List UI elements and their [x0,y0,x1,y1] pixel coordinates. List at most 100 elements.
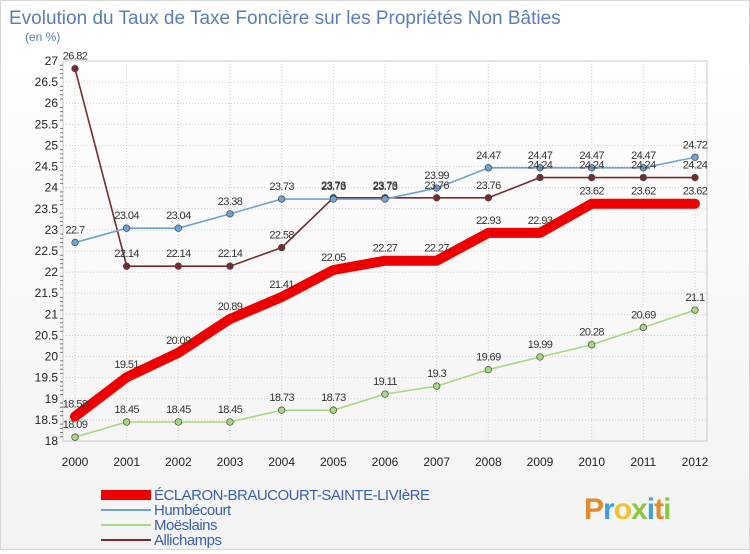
x-tick-label: 2010 [578,455,605,469]
data-point [536,164,544,172]
y-tick-label: 21.5 [35,286,59,300]
data-point [381,195,389,203]
x-tick-label: 2011 [630,455,656,469]
data-point [71,64,79,73]
y-tick-label: 18 [45,434,59,448]
data-point [329,195,337,203]
data-label: 19.99 [528,339,553,351]
data-label: 18.73 [269,392,294,404]
y-tick-label: 22 [45,265,59,279]
data-label: 18.73 [321,392,346,404]
data-point [381,256,389,265]
data-point [71,433,79,441]
data-point [122,373,131,382]
data-point [484,164,492,172]
data-label: 19.11 [373,376,397,388]
x-tick-label: 2004 [268,455,295,469]
x-tick-label: 2005 [320,455,347,469]
data-label: 22.14 [166,248,191,260]
logo-letter: x [631,493,648,526]
data-point [588,173,596,182]
data-label: 18.45 [114,404,139,416]
y-tick-label: 25.5 [35,117,59,131]
data-label: 23.62 [683,186,708,198]
data-point [484,229,493,237]
data-label: 22.58 [269,230,294,242]
data-label: 23.73 [269,181,294,193]
data-label: 23.73 [373,181,398,193]
data-label: 22.7 [65,225,84,237]
data-label: 20.28 [579,327,604,339]
series-group [70,64,700,441]
data-label: 22.27 [424,243,449,255]
x-tick-label: 2000 [62,455,89,469]
data-point [226,315,234,323]
data-point [123,418,131,426]
logo-letter: i [647,493,654,526]
data-label: 24.24 [683,160,708,172]
data-point [278,243,286,252]
data-label: 24.47 [631,150,656,162]
y-tick-label: 20 [45,350,59,364]
y-tick-label: 26.5 [35,75,59,89]
data-point [71,412,79,421]
data-point [536,353,544,361]
data-point [691,153,699,161]
data-label: 23.76 [373,180,398,192]
data-point [174,262,182,270]
data-label: 24.72 [683,139,708,151]
x-tick-label: 2006 [372,455,399,469]
data-label: 22.14 [218,248,243,260]
data-label: 21.1 [685,292,704,304]
data-point [588,164,596,172]
data-point [226,210,234,218]
data-point [639,199,648,208]
data-label: 22.93 [476,215,501,227]
legend-entry: Moëslains [154,517,217,534]
data-point [536,173,544,182]
y-tick-label: 24 [45,181,59,195]
y-tick-label: 18.5 [35,413,59,427]
data-point [588,341,596,349]
legend: ÉCLARON-BRAUCOURT-SAINTE-LIVIèREHumbécou… [101,487,430,549]
data-label: 22.14 [114,248,139,260]
data-label: 20.89 [218,301,243,313]
data-point [278,406,286,414]
data-point [71,238,79,247]
logo-letter: P [584,493,603,526]
data-point [329,266,338,274]
data-point [381,390,389,398]
data-label: 23.62 [631,186,656,198]
data-label: 23.76 [476,180,501,192]
y-tick-label: 23 [45,223,59,237]
data-point [433,184,441,192]
y-tick-label: 23.5 [35,202,59,216]
data-point [277,293,286,301]
data-point [639,323,647,332]
data-label: 19.51 [114,359,139,371]
data-point [226,262,234,270]
data-label: 19.3 [427,368,446,380]
x-tick-label: 2008 [475,455,502,469]
y-tick-label: 19 [45,392,59,406]
legend-entry: Allichamps [154,532,222,549]
data-label: 24.47 [528,150,553,162]
logo-letter: t [654,493,664,526]
data-label: 23.76 [321,180,346,192]
data-point [691,306,699,314]
y-tick-label: 24.5 [35,160,59,174]
x-tick-label: 2012 [682,455,709,469]
data-point [484,365,492,374]
data-label: 18.09 [63,419,88,431]
data-label: 21.41 [269,279,294,291]
data-point [432,256,441,265]
x-tick-label: 2003 [217,455,244,469]
data-label: 22.05 [321,252,346,264]
grid [62,60,708,442]
data-label: 24.47 [579,150,604,162]
legend-entry: ÉCLARON-BRAUCOURT-SAINTE-LIVIèRE [154,487,430,504]
data-point [174,224,182,232]
data-label: 20.69 [631,309,656,321]
x-tick-label: 2002 [165,455,192,469]
